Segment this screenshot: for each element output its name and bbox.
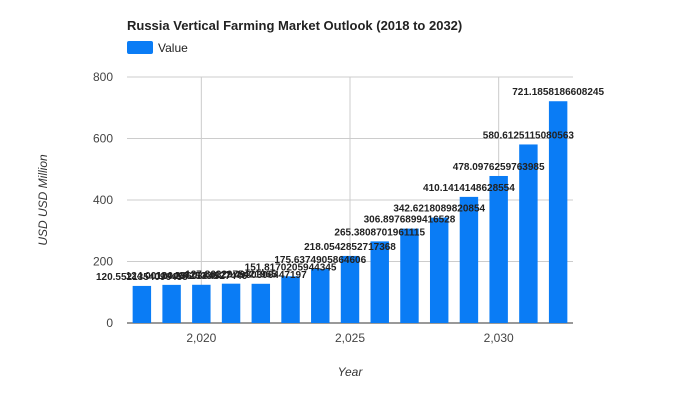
y-tick-label: 200 — [93, 255, 113, 269]
y-tick-label: 600 — [93, 132, 113, 146]
legend-label: Value — [158, 41, 188, 55]
bar-2025 — [340, 255, 360, 323]
bar-2026 — [370, 241, 389, 323]
data-labels: 120.5521354096458124.0010046725338124.29… — [96, 87, 604, 283]
y-axis-ticks: 0 200 400 600 800 — [93, 70, 113, 330]
x-axis-ticks: 2,020 2,025 2,030 — [186, 331, 514, 345]
x-tick-label: 2,025 — [335, 331, 365, 345]
data-label-2031: 580.6125115080563 — [483, 130, 575, 141]
bar-2029 — [459, 196, 479, 323]
data-label-2027: 306.8976899416528 — [364, 215, 456, 226]
bar-2032 — [548, 101, 568, 324]
bar-2027 — [400, 228, 419, 323]
data-label-2021: 127.8632975421965 — [185, 270, 277, 281]
bars — [132, 101, 568, 324]
x-tick-label: 2,030 — [484, 331, 514, 345]
legend-swatch — [127, 41, 153, 54]
y-axis-title: USD USD Million — [36, 154, 50, 246]
bar-2020 — [192, 284, 211, 323]
data-label-2022: 127.4980306447197 — [215, 270, 307, 281]
bar-2023 — [281, 276, 300, 323]
data-label-2030: 478.0976259763985 — [453, 162, 545, 173]
bar-2028 — [429, 217, 449, 323]
bar-2030 — [489, 175, 508, 323]
bar-2018 — [132, 285, 152, 323]
data-label-2023: 151.8170205944345 — [245, 262, 337, 273]
data-label-2024: 175.6374905864606 — [274, 255, 366, 266]
bar-2024 — [311, 268, 330, 323]
data-label-2025: 218.0542852717368 — [304, 242, 396, 253]
bar-2021 — [221, 283, 241, 323]
data-label-2020: 124.2960384527446 — [155, 271, 247, 282]
chart-title: Russia Vertical Farming Market Outlook (… — [127, 18, 462, 33]
x-axis-title: Year — [338, 365, 364, 379]
data-label-2029: 410.1414148628554 — [423, 183, 515, 194]
data-label-2032: 721.1858186608245 — [512, 87, 604, 98]
data-label-2026: 265.3808701961115 — [334, 227, 425, 238]
data-label-2018: 120.5521354096458 — [96, 272, 188, 283]
data-label-2019: 124.0010046725338 — [126, 271, 218, 282]
bar-2022 — [251, 283, 271, 323]
y-tick-label: 800 — [93, 70, 113, 84]
bar-2019 — [162, 284, 181, 323]
x-tick-label: 2,020 — [186, 331, 216, 345]
bar-2031 — [519, 144, 538, 323]
y-tick-label: 0 — [106, 316, 113, 330]
y-tick-label: 400 — [93, 193, 113, 207]
data-label-2028: 342.6218089820854 — [393, 204, 485, 215]
